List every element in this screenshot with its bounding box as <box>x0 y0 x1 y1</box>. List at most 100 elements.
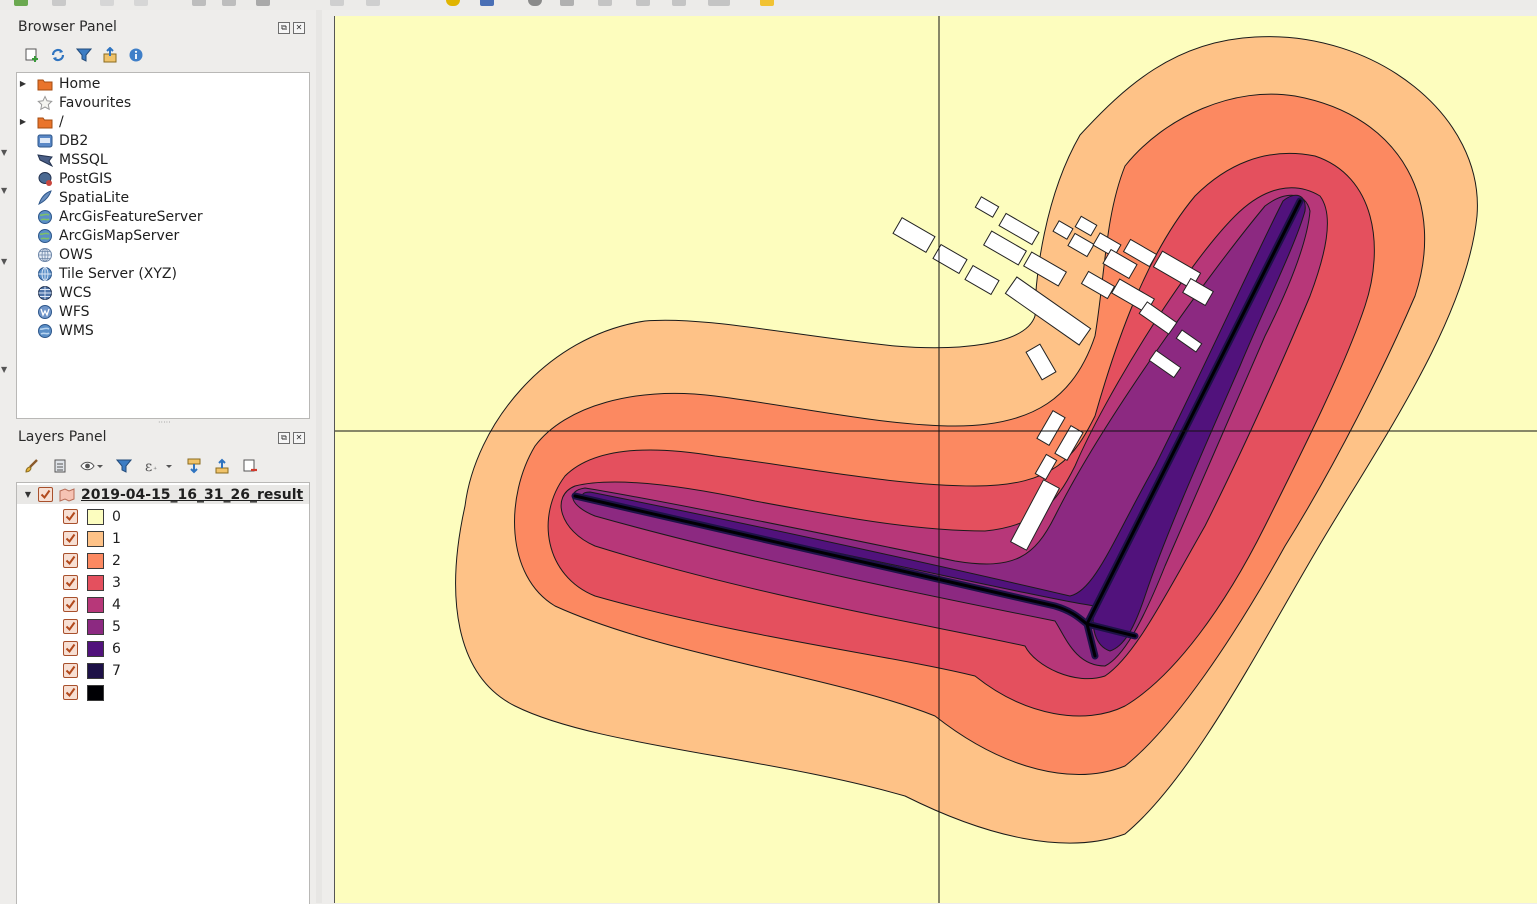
browser-item-arcgismapserver[interactable]: ArcGisMapServer <box>17 226 179 245</box>
star-icon <box>37 94 53 111</box>
class-visibility-checkbox[interactable] <box>63 663 78 678</box>
refresh-icon[interactable] <box>50 47 66 63</box>
folder-icon <box>37 76 53 92</box>
browser-item-wms[interactable]: WMS <box>17 321 94 340</box>
toolbar-icon[interactable] <box>708 0 730 6</box>
class-visibility-checkbox[interactable] <box>63 641 78 656</box>
toolbar-icon[interactable] <box>100 0 114 6</box>
browser-item-favourites[interactable]: Favourites <box>17 93 131 112</box>
legend-class-row[interactable]: 2 <box>17 551 121 570</box>
legend-class-row[interactable]: 0 <box>17 507 121 526</box>
class-visibility-checkbox[interactable] <box>63 619 78 634</box>
toolbar-icon[interactable] <box>222 0 236 6</box>
browser-item-arcgisfeatureserver[interactable]: ArcGisFeatureServer <box>17 207 203 226</box>
collapse-arrow-icon[interactable]: ▼ <box>24 490 32 499</box>
db2-icon <box>37 133 53 149</box>
toolbar-icon[interactable] <box>52 0 66 6</box>
browser-item-root[interactable]: ▶ / <box>17 112 64 131</box>
browser-item-postgis[interactable]: PostGIS <box>17 169 112 188</box>
expression-filter-icon[interactable]: ε ⁺ <box>144 458 174 474</box>
toolbar-icon[interactable] <box>134 0 148 6</box>
close-panel-icon[interactable]: ✕ <box>293 432 305 444</box>
class-visibility-checkbox[interactable] <box>63 509 78 524</box>
toolbar-icon[interactable] <box>330 0 344 6</box>
float-panel-icon[interactable]: ⧉ <box>278 22 290 34</box>
toolbar-icon[interactable] <box>366 0 380 6</box>
legend-class-row[interactable]: 7 <box>17 661 121 680</box>
layers-panel-title: Layers Panel <box>18 429 107 445</box>
zone-8-area <box>573 199 1302 658</box>
toolbar-icon[interactable] <box>480 0 494 6</box>
map-canvas[interactable] <box>334 16 1537 903</box>
remove-layer-icon[interactable] <box>242 458 258 474</box>
eye-icon[interactable] <box>560 0 574 6</box>
color-swatch <box>87 684 104 701</box>
info-icon[interactable] <box>128 47 144 63</box>
browser-item-wcs[interactable]: WCS <box>17 283 92 302</box>
filter-legend-icon[interactable] <box>116 458 132 474</box>
statistics-icon[interactable] <box>446 0 460 6</box>
buildings <box>892 196 1214 551</box>
raster-layer-icon <box>59 487 75 503</box>
filter-icon[interactable] <box>76 47 92 63</box>
legend-class-row[interactable]: 1 <box>17 529 121 548</box>
collapse-all-icon[interactable] <box>214 458 230 474</box>
panel-resize-grip[interactable]: ····· <box>158 418 171 427</box>
close-panel-icon[interactable]: ✕ <box>293 22 305 34</box>
wfs-icon <box>37 304 53 320</box>
dock-arrow-icon[interactable]: ▼ <box>1 365 8 374</box>
browser-item-home[interactable]: ▶ Home <box>17 74 100 93</box>
toolbar-icon[interactable] <box>528 0 542 6</box>
wms-icon <box>37 323 53 339</box>
collapse-all-icon[interactable] <box>102 47 118 63</box>
dock-splitter[interactable] <box>316 10 322 903</box>
class-label: 5 <box>112 618 121 635</box>
toolbar-icon[interactable] <box>636 0 650 6</box>
expand-arrow-icon[interactable]: ▶ <box>19 79 27 88</box>
browser-item-ows[interactable]: OWS <box>17 245 93 264</box>
legend-class-row[interactable]: 6 <box>17 639 121 658</box>
toolbar-icon[interactable] <box>192 0 206 6</box>
browser-item-spatialite[interactable]: SpatiaLite <box>17 188 129 207</box>
class-label: 4 <box>112 596 121 613</box>
class-visibility-checkbox[interactable] <box>63 575 78 590</box>
class-visibility-checkbox[interactable] <box>63 531 78 546</box>
legend-class-row[interactable]: 5 <box>17 617 121 636</box>
legend-class-row[interactable]: 3 <box>17 573 121 592</box>
legend-class-row[interactable]: 4 <box>17 595 121 614</box>
toolbar-icon[interactable] <box>598 0 612 6</box>
expand-all-icon[interactable] <box>186 458 202 474</box>
layers-tree[interactable]: ▼ 2019-04-15_16_31_26_result 0 1 2 3 4 5 6 7 <box>16 482 310 904</box>
expand-arrow-icon[interactable]: ▶ <box>19 117 27 126</box>
visibility-eye-icon[interactable] <box>80 458 104 474</box>
class-visibility-checkbox[interactable] <box>63 597 78 612</box>
style-brush-icon[interactable] <box>24 458 40 474</box>
run-icon[interactable] <box>14 0 28 6</box>
browser-item-tile-server[interactable]: Tile Server (XYZ) <box>17 264 177 283</box>
dock-arrow-icon[interactable]: ▼ <box>1 186 8 195</box>
color-swatch <box>87 640 104 657</box>
dock-arrow-icon[interactable]: ▼ <box>1 257 8 266</box>
float-panel-icon[interactable]: ⧉ <box>278 432 290 444</box>
layer-row[interactable]: ▼ 2019-04-15_16_31_26_result <box>17 485 309 504</box>
toolbar-icon[interactable] <box>672 0 686 6</box>
table-icon[interactable] <box>256 0 270 6</box>
add-layer-icon[interactable] <box>24 47 40 63</box>
legend-class-row[interactable] <box>17 683 112 702</box>
browser-item-mssql[interactable]: MSSQL <box>17 150 108 169</box>
class-visibility-checkbox[interactable] <box>63 685 78 700</box>
browser-item-db2[interactable]: DB2 <box>17 131 88 150</box>
browser-tree[interactable]: ▶ Home Favourites ▶ / DB2 MSSQL PostGIS … <box>16 72 310 419</box>
tips-icon[interactable] <box>760 0 774 6</box>
map-svg[interactable] <box>335 16 1537 903</box>
dock-arrow-icon[interactable]: ▼ <box>1 148 8 157</box>
layer-visibility-checkbox[interactable] <box>38 487 53 502</box>
class-label: 1 <box>112 530 121 547</box>
add-group-icon[interactable] <box>52 458 68 474</box>
browser-item-wfs[interactable]: WFS <box>17 302 90 321</box>
layers-panel-controls: ⧉ ✕ <box>278 432 305 444</box>
postgis-icon <box>37 171 53 187</box>
class-visibility-checkbox[interactable] <box>63 553 78 568</box>
class-label: 3 <box>112 574 121 591</box>
wcs-icon <box>37 285 53 301</box>
